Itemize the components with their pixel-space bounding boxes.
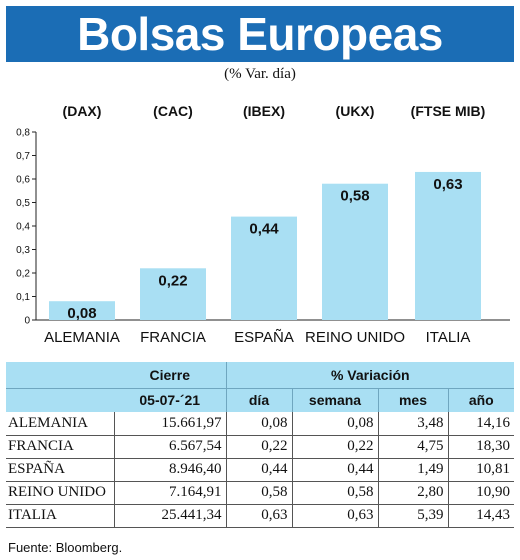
row-dia: 0,22 bbox=[225, 435, 292, 459]
row-semana: 0,08 bbox=[291, 412, 378, 436]
category-label: FRANCIA bbox=[140, 329, 206, 346]
row-semana: 0,63 bbox=[291, 504, 378, 528]
page-title: Bolsas Europeas bbox=[77, 8, 443, 60]
y-tick-label: 0,1 bbox=[16, 292, 30, 303]
table-row: ITALIA 25.441,34 0,63 0,63 5,39 14,43 bbox=[6, 504, 515, 528]
row-cierre: 6.567,54 bbox=[113, 435, 226, 459]
header-date: 05-07-´21 bbox=[114, 387, 226, 412]
title-banner: Bolsas Europeas bbox=[6, 6, 514, 62]
y-tick-label: 0,4 bbox=[16, 222, 30, 233]
bar bbox=[415, 171, 481, 320]
table-row: ALEMANIA 15.661,97 0,08 0,08 3,48 14,16 bbox=[6, 412, 515, 436]
row-cierre: 15.661,97 bbox=[113, 412, 226, 436]
header-col-ano: año bbox=[447, 387, 515, 412]
bar bbox=[140, 268, 206, 320]
y-tick-label: 0,5 bbox=[16, 198, 30, 209]
row-mes: 3,48 bbox=[377, 412, 448, 436]
row-dia: 0,58 bbox=[225, 481, 292, 505]
index-label: (DAX) bbox=[63, 103, 102, 119]
index-label: (UKX) bbox=[336, 103, 375, 119]
index-label: (IBEX) bbox=[243, 103, 285, 119]
bar-value-label: 0,44 bbox=[249, 221, 279, 238]
source-note: Fuente: Bloomberg. bbox=[8, 540, 123, 555]
row-semana: 0,58 bbox=[291, 481, 378, 505]
bar-value-label: 0,58 bbox=[340, 188, 369, 205]
row-cierre: 8.946,40 bbox=[113, 458, 226, 482]
row-country: REINO UNIDO bbox=[6, 481, 114, 505]
table-row: ESPAÑA 8.946,40 0,44 0,44 1,49 10,81 bbox=[6, 458, 515, 482]
index-label: (FTSE MIB) bbox=[411, 103, 486, 119]
row-ano: 10,90 bbox=[447, 481, 515, 505]
bar bbox=[49, 301, 115, 320]
row-country: ALEMANIA bbox=[6, 412, 114, 436]
table-row: FRANCIA 6.567,54 0,22 0,22 4,75 18,30 bbox=[6, 435, 515, 459]
bar bbox=[231, 216, 297, 320]
row-ano: 14,43 bbox=[447, 504, 515, 528]
header-col-semana: semana bbox=[291, 387, 378, 412]
row-country: ESPAÑA bbox=[6, 458, 114, 482]
bar-value-label: 0,63 bbox=[433, 176, 462, 193]
y-tick-label: 0 bbox=[24, 316, 30, 327]
row-semana: 0,22 bbox=[291, 435, 378, 459]
row-cierre: 25.441,34 bbox=[113, 504, 226, 528]
header-col-mes: mes bbox=[377, 387, 448, 412]
row-dia: 0,63 bbox=[225, 504, 292, 528]
row-ano: 18,30 bbox=[447, 435, 515, 459]
row-mes: 2,80 bbox=[377, 481, 448, 505]
bar bbox=[322, 183, 388, 320]
header-col-dia: día bbox=[225, 387, 292, 412]
row-mes: 4,75 bbox=[377, 435, 448, 459]
y-tick-label: 0,6 bbox=[16, 175, 30, 186]
header-cierre: Cierre bbox=[114, 362, 226, 388]
row-mes: 1,49 bbox=[377, 458, 448, 482]
bar-value-label: 0,22 bbox=[158, 272, 187, 289]
header-variacion: % Variación bbox=[225, 362, 515, 388]
table-row: REINO UNIDO 7.164,91 0,58 0,58 2,80 10,9… bbox=[6, 481, 515, 505]
row-dia: 0,08 bbox=[225, 412, 292, 436]
category-label: ALEMANIA bbox=[44, 329, 120, 346]
row-country: FRANCIA bbox=[6, 435, 114, 459]
chart-subtitle: (% Var. día) bbox=[224, 66, 296, 82]
bar-chart: 0 0,1 0,2 0,3 0,4 0,5 0,6 0,7 0,8 0,08 (DAX) ALEMAN… bbox=[16, 103, 510, 346]
index-label: (CAC) bbox=[153, 103, 193, 119]
bar-value-label: 0,08 bbox=[67, 305, 96, 322]
category-label: ESPAÑA bbox=[234, 329, 294, 346]
category-label: ITALIA bbox=[426, 329, 471, 346]
y-tick-label: 0,2 bbox=[16, 269, 30, 280]
header-blank bbox=[6, 362, 114, 388]
row-cierre: 7.164,91 bbox=[113, 481, 226, 505]
row-semana: 0,44 bbox=[291, 458, 378, 482]
category-label: REINO UNIDO bbox=[305, 329, 405, 346]
y-tick-label: 0,8 bbox=[16, 128, 30, 139]
row-country: ITALIA bbox=[6, 504, 114, 528]
row-dia: 0,44 bbox=[225, 458, 292, 482]
row-ano: 10,81 bbox=[447, 458, 515, 482]
row-ano: 14,16 bbox=[447, 412, 515, 436]
row-mes: 5,39 bbox=[377, 504, 448, 528]
y-tick-label: 0,3 bbox=[16, 245, 30, 256]
data-table: Cierre % Variación 05-07-´21 día semana … bbox=[6, 362, 515, 528]
header-blank-2 bbox=[6, 387, 114, 412]
y-tick-label: 0,7 bbox=[16, 151, 30, 162]
